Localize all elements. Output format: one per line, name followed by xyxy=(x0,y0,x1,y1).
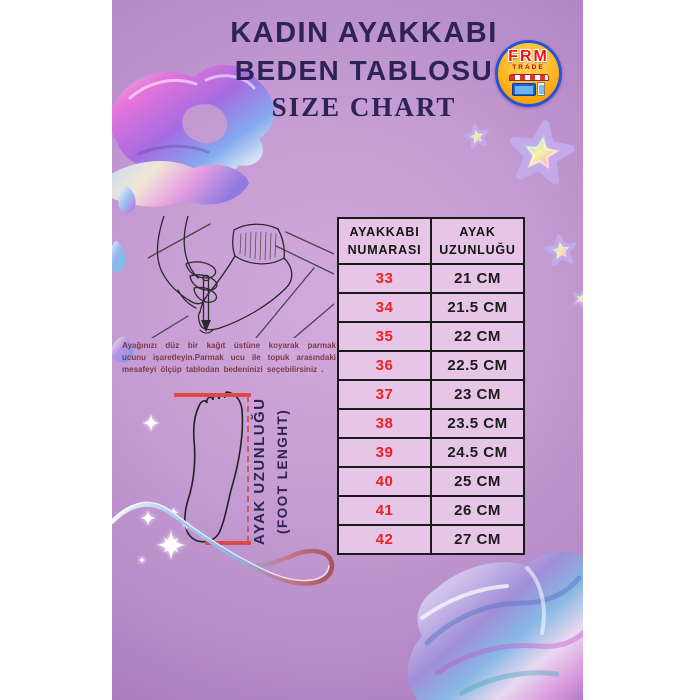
sparkle-icon xyxy=(140,510,156,526)
foot-length-cell: 22.5 CM xyxy=(430,350,525,381)
holographic-drip-icon xyxy=(112,336,136,364)
foot-length-cell: 21 CM xyxy=(430,263,525,294)
table-row: 40 25 CM xyxy=(337,466,525,497)
table-row: 39 24.5 CM xyxy=(337,437,525,468)
shoe-size-cell: 35 xyxy=(337,321,432,352)
phone-icon xyxy=(537,82,545,96)
shoe-size-cell: 34 xyxy=(337,292,432,323)
holo-star-icon xyxy=(540,230,583,273)
holographic-ribbon-decoration xyxy=(112,495,352,605)
size-chart-poster: KADIN AYAKKABI BEDEN TABLOSU SIZE CHART … xyxy=(112,0,583,700)
shoe-size-cell: 36 xyxy=(337,350,432,381)
holo-star-icon xyxy=(459,119,495,155)
sock-hatching xyxy=(239,231,277,261)
shoe-size-cell: 33 xyxy=(337,263,432,294)
title-line-2: BEDEN TABLOSU xyxy=(234,55,494,86)
holographic-drip-icon xyxy=(116,185,138,215)
foot-length-cell: 25 CM xyxy=(430,466,525,497)
storefront-icon xyxy=(508,74,549,96)
splash-graphic xyxy=(112,65,274,207)
shoe-number-header: AYAKKABI NUMARASI xyxy=(337,217,432,265)
holo-star-icon xyxy=(498,111,583,197)
table-row: 36 22.5 CM xyxy=(337,350,525,381)
foot-length-cell: 26 CM xyxy=(430,495,525,526)
size-table-body: 33 21 CM 34 21.5 CM 35 22 CM 36 22.5 CM 37 23 CM 3… xyxy=(337,263,525,555)
foot-length-cell: 23 CM xyxy=(430,379,525,410)
holographic-foil-decoration xyxy=(407,548,583,700)
table-row: 33 21 CM xyxy=(337,263,525,294)
foot-sole-outline xyxy=(170,390,250,550)
title-line-1: KADIN AYAKKABI xyxy=(230,17,498,49)
laptop-icon xyxy=(512,83,536,96)
foot-length-header: AYAK UZUNLUĞU xyxy=(430,217,525,265)
size-table: AYAKKABI NUMARASI AYAK UZUNLUĞU 33 21 CM 3… xyxy=(337,217,525,555)
table-row: 34 21.5 CM xyxy=(337,292,525,323)
shoe-size-cell: 37 xyxy=(337,379,432,410)
foot-length-cell: 23.5 CM xyxy=(430,408,525,439)
table-row: 38 23.5 CM xyxy=(337,408,525,439)
shoe-size-cell: 42 xyxy=(337,524,432,555)
table-row: 37 23 CM xyxy=(337,379,525,410)
awning-icon xyxy=(508,74,549,81)
measuring-instructions: Ayağınızı düz bir kağıt üstüne koyarak p… xyxy=(122,341,336,374)
foot-length-cell: 27 CM xyxy=(430,524,525,555)
brand-name: FRM xyxy=(508,48,549,65)
shoe-size-cell: 41 xyxy=(337,495,432,526)
table-row: 41 26 CM xyxy=(337,495,525,526)
foot-length-cell: 24.5 CM xyxy=(430,437,525,468)
measurement-ruler xyxy=(247,396,249,542)
sparkle-icon xyxy=(138,551,146,564)
table-row: 35 22 CM xyxy=(337,321,525,352)
measurement-line-top xyxy=(174,393,251,397)
table-header-row: AYAKKABI NUMARASI AYAK UZUNLUĞU xyxy=(337,217,525,265)
measurement-line-bottom xyxy=(205,541,251,545)
holographic-splash-decoration xyxy=(112,46,288,226)
table-row: 42 27 CM xyxy=(337,524,525,555)
foot-length-cell: 21.5 CM xyxy=(430,292,525,323)
shoe-size-cell: 39 xyxy=(337,437,432,468)
foot-length-cell: 22 CM xyxy=(430,321,525,352)
brand-logo: FRM TRADE xyxy=(495,40,562,107)
shoe-size-cell: 38 xyxy=(337,408,432,439)
sparkle-icon xyxy=(156,530,186,560)
sparkle-icon xyxy=(142,414,160,432)
holographic-drip-icon xyxy=(112,240,128,274)
title-line-3: SIZE CHART xyxy=(271,92,457,122)
foot-measuring-illustration xyxy=(147,215,335,339)
page-title: KADIN AYAKKABI BEDEN TABLOSU SIZE CHART xyxy=(182,14,546,124)
holo-star-icon xyxy=(567,285,583,313)
shoe-size-cell: 40 xyxy=(337,466,432,497)
brand-subtitle: TRADE xyxy=(512,64,545,71)
